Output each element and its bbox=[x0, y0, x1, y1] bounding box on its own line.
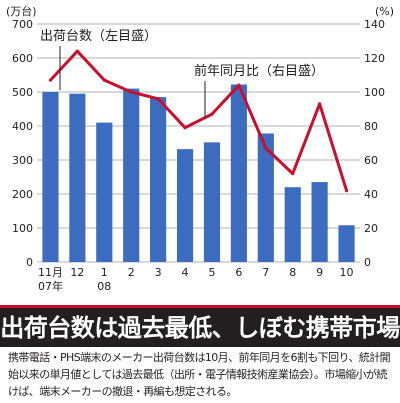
x-tick-label: 10 bbox=[340, 266, 354, 279]
right-axis-tick: 20 bbox=[364, 222, 378, 235]
x-tick-label: 3 bbox=[155, 266, 162, 279]
left-axis-tick: 400 bbox=[12, 120, 33, 133]
line-point bbox=[264, 146, 268, 150]
bar bbox=[42, 92, 59, 262]
article-body: 携帯電話・PHS端末のメーカー出荷台数は10月、前年同月を6割も下回り、統計開始… bbox=[8, 351, 391, 398]
line-point bbox=[183, 126, 187, 130]
right-axis-tick: 80 bbox=[364, 120, 378, 133]
legend-bar-label: 出荷台数（左目盛） bbox=[40, 29, 157, 44]
bar bbox=[96, 122, 113, 262]
bar bbox=[176, 149, 194, 262]
line-series bbox=[48, 49, 349, 193]
line-path bbox=[49, 49, 348, 192]
headline: 出荷台数は過去最低、しぼむ携帯市場 bbox=[0, 313, 400, 342]
left-axis-tick: 100 bbox=[12, 222, 33, 235]
chart: (万台) (%) 0100200300400500600700020406080… bbox=[6, 4, 394, 293]
bar bbox=[203, 142, 221, 262]
bar bbox=[311, 182, 328, 262]
x-tick-label: 8 bbox=[289, 266, 296, 279]
bar bbox=[284, 187, 301, 262]
legend-line-label: 前年同月比（右目盛） bbox=[194, 63, 324, 79]
left-axis-tick: 200 bbox=[12, 188, 33, 201]
x-tick-label: 7 bbox=[262, 266, 269, 279]
right-axis-unit: (%) bbox=[375, 5, 394, 18]
line-point bbox=[156, 97, 160, 101]
bar bbox=[338, 225, 355, 262]
left-axis-tick: 0 bbox=[26, 256, 33, 269]
x-tick-label: 6 bbox=[235, 266, 242, 279]
bar bbox=[69, 93, 86, 262]
right-axis-tick: 0 bbox=[364, 256, 371, 269]
line-point bbox=[75, 49, 79, 53]
left-axis-tick: 600 bbox=[12, 52, 33, 65]
left-axis-unit: (万台) bbox=[6, 4, 37, 18]
line-point bbox=[48, 78, 53, 82]
grid bbox=[37, 23, 360, 263]
line-point bbox=[344, 189, 349, 193]
line-point bbox=[318, 102, 322, 106]
bar bbox=[257, 133, 274, 262]
x-tick-sublabel: 08 bbox=[97, 280, 111, 293]
right-axis-tick: 140 bbox=[364, 18, 385, 31]
x-tick-label: 11月 bbox=[38, 266, 63, 279]
right-axis-tick: 100 bbox=[364, 86, 385, 99]
line-point bbox=[291, 172, 295, 176]
line-point bbox=[210, 112, 214, 116]
headline-band: 出荷台数は過去最低、しぼむ携帯市場 bbox=[0, 305, 400, 347]
line-point bbox=[129, 90, 133, 94]
x-tick-label: 4 bbox=[182, 266, 189, 279]
x-tick-label: 9 bbox=[316, 266, 323, 279]
left-axis-tick: 300 bbox=[12, 154, 33, 167]
right-axis-tick: 60 bbox=[364, 154, 378, 167]
bar bbox=[123, 88, 140, 262]
x-tick-label: 1 bbox=[101, 266, 108, 279]
line-point bbox=[102, 78, 106, 82]
x-tick-label: 12 bbox=[70, 266, 84, 279]
bar-series bbox=[42, 84, 355, 263]
left-axis-tick: 700 bbox=[12, 18, 33, 31]
left-axis-tick: 500 bbox=[12, 86, 33, 99]
bar bbox=[150, 97, 167, 262]
right-axis-tick: 120 bbox=[364, 52, 385, 65]
x-tick-sublabel: 07年 bbox=[38, 279, 63, 293]
x-tick-label: 5 bbox=[208, 266, 215, 279]
headline-rule bbox=[0, 305, 400, 308]
axis-ticks: 0 100 200 300 400 500 600 700 0 20 40 60 80 100 120 140 bbox=[12, 18, 385, 269]
line-point bbox=[237, 83, 241, 87]
x-tick-label: 2 bbox=[128, 266, 135, 279]
bar bbox=[230, 84, 247, 263]
right-axis-tick: 40 bbox=[364, 188, 378, 201]
